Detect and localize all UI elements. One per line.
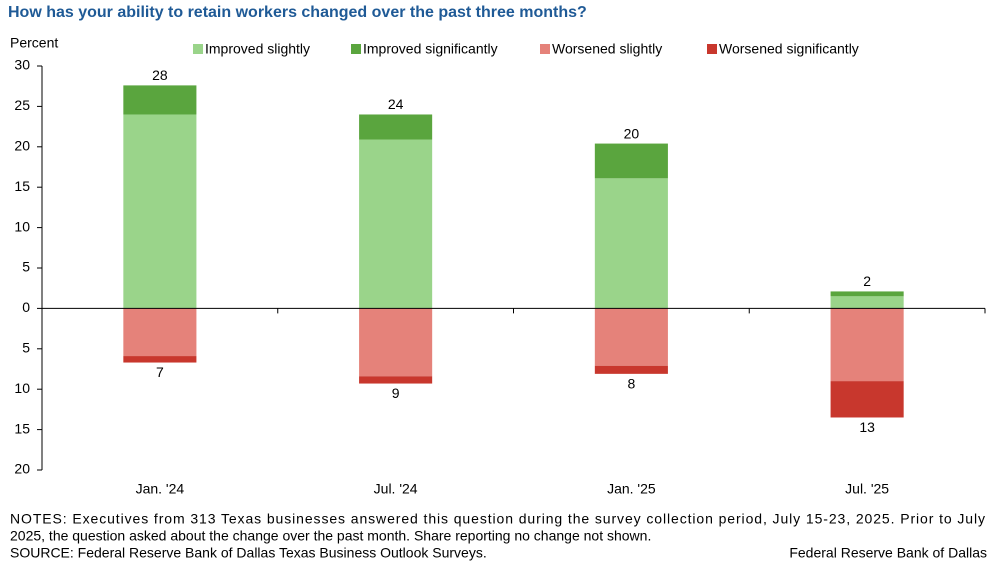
bar-segment: [123, 85, 197, 115]
note: 2025, the question asked about the chang…: [10, 528, 651, 544]
total-label: 28: [152, 67, 168, 83]
legend-label: Improved slightly: [205, 41, 310, 57]
total-label: 13: [859, 419, 875, 435]
bar-segment: [830, 381, 904, 418]
y-tick-label: 10: [14, 380, 30, 396]
total-label: 24: [388, 96, 404, 112]
bar-segment: [594, 365, 668, 374]
y-axis-label: Percent: [10, 35, 58, 51]
total-label: 2: [863, 273, 871, 289]
bar-segment: [594, 143, 668, 179]
credit: Federal Reserve Bank of Dallas: [789, 545, 987, 561]
bar-segment: [359, 139, 433, 309]
bar-segment: [123, 114, 197, 309]
bar-segment: [359, 114, 433, 140]
legend-swatch: [707, 44, 717, 54]
y-tick-label: 20: [14, 138, 30, 154]
bar-segment: [830, 291, 904, 297]
total-label: 7: [156, 364, 164, 380]
y-tick-label: 15: [14, 420, 30, 436]
legend-swatch: [193, 44, 203, 54]
bar-segment: [594, 308, 668, 366]
legend-label: Improved significantly: [363, 41, 498, 57]
x-tick-label: Jan. '24: [136, 481, 185, 497]
bar-segment: [359, 376, 433, 384]
y-tick-label: 0: [22, 299, 30, 315]
y-tick-label: 15: [14, 178, 30, 194]
y-tick-label: 5: [22, 259, 30, 275]
bar-segment: [830, 308, 904, 382]
legend-label: Worsened significantly: [719, 41, 859, 57]
chart-title: How has your ability to retain workers c…: [8, 4, 587, 21]
bar-segment: [123, 356, 197, 363]
legend-swatch: [351, 44, 361, 54]
legend-swatch: [540, 44, 550, 54]
bar-segment: [594, 178, 668, 309]
total-label: 8: [627, 376, 635, 392]
y-tick-label: 30: [14, 57, 30, 73]
note: NOTES: Executives from 313 Texas busines…: [10, 511, 985, 527]
total-label: 9: [392, 385, 400, 401]
x-tick-label: Jul. '25: [845, 481, 889, 497]
x-tick-label: Jan. '25: [607, 481, 656, 497]
x-tick-label: Jul. '24: [374, 481, 418, 497]
bar-segment: [123, 308, 197, 357]
y-tick-label: 10: [14, 218, 30, 234]
legend-label: Worsened slightly: [552, 41, 662, 57]
bar-segment: [359, 308, 433, 377]
y-tick-label: 20: [14, 461, 30, 477]
total-label: 20: [624, 125, 640, 141]
y-tick-label: 5: [22, 340, 30, 356]
bar-segment: [830, 296, 904, 309]
source: SOURCE: Federal Reserve Bank of Dallas T…: [10, 545, 487, 561]
y-tick-label: 25: [14, 97, 30, 113]
